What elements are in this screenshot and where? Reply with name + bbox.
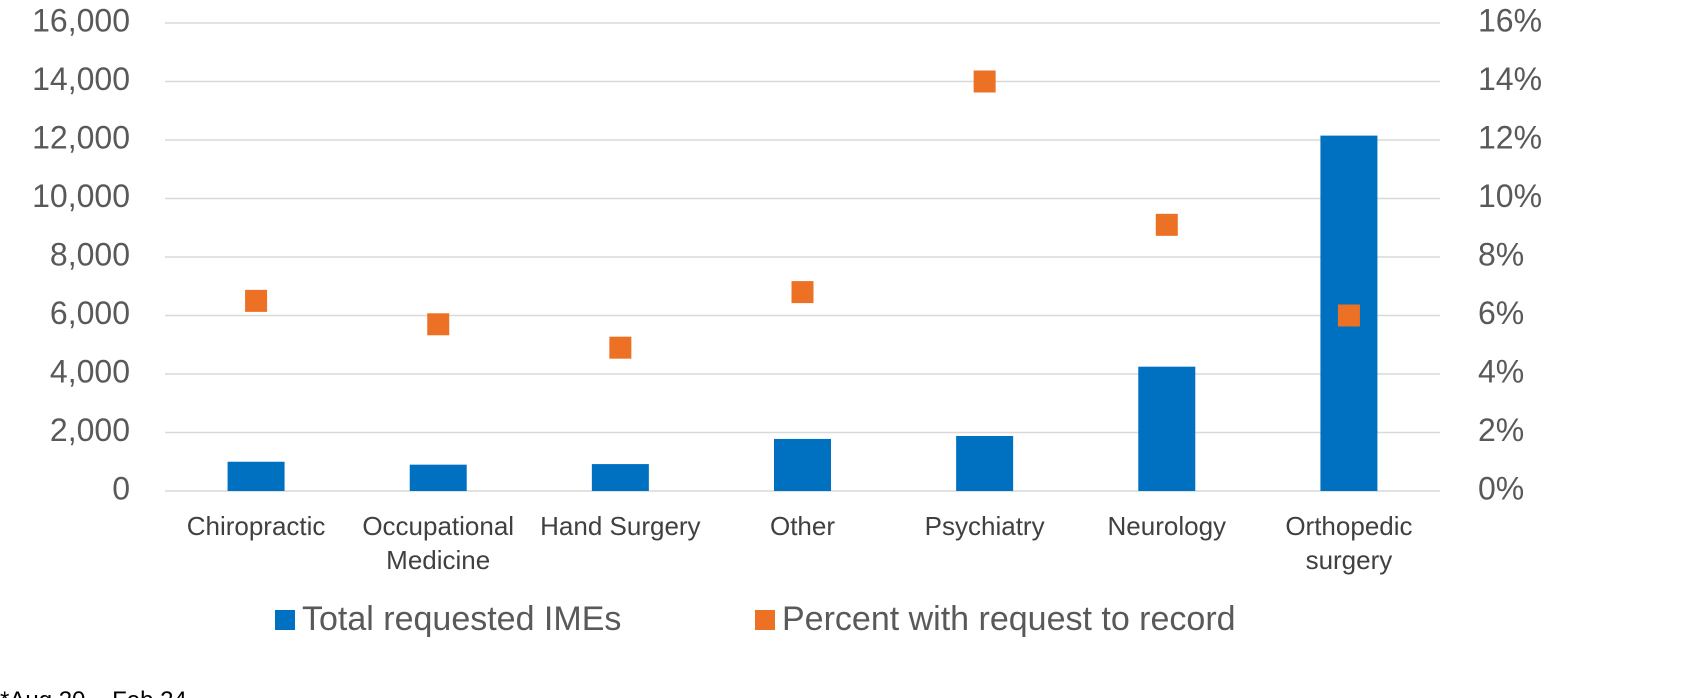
x-tick-label: Orthopedic surgery — [1285, 511, 1412, 575]
bar — [1138, 366, 1196, 491]
y2-tick-label: 4% — [1478, 353, 1524, 389]
y2-tick-label: 6% — [1478, 295, 1524, 331]
bar — [956, 436, 1014, 491]
x-tick-label: Hand Surgery — [540, 511, 700, 541]
legend-swatch — [755, 610, 775, 630]
y2-tick-label: 16% — [1478, 2, 1542, 38]
y-tick-label: 16,000 — [32, 2, 130, 38]
bar — [409, 464, 467, 491]
y-tick-label: 8,000 — [50, 236, 130, 272]
y-tick-label: 4,000 — [50, 353, 130, 389]
y2-tick-label: 8% — [1478, 236, 1524, 272]
x-tick-label: Other — [770, 511, 835, 541]
y-tick-label: 14,000 — [32, 61, 130, 97]
y-tick-label: 10,000 — [32, 178, 130, 214]
legend-label: Percent with request to record — [782, 600, 1236, 638]
marker — [245, 289, 268, 312]
bar — [591, 464, 649, 491]
marker — [1155, 213, 1178, 236]
legend-swatch — [275, 610, 295, 630]
y-tick-label: 2,000 — [50, 412, 130, 448]
marker — [973, 70, 996, 93]
y2-tick-label: 2% — [1478, 412, 1524, 448]
y-tick-label: 12,000 — [32, 119, 130, 155]
marker — [427, 313, 450, 336]
y-tick-label: 6,000 — [50, 295, 130, 331]
legend-label: Total requested IMEs — [302, 600, 621, 638]
marker — [609, 336, 632, 359]
marker — [1337, 304, 1360, 327]
x-tick-label: Chiropractic — [187, 511, 326, 541]
y2-tick-label: 14% — [1478, 61, 1542, 97]
y2-tick-label: 0% — [1478, 470, 1524, 506]
marker — [791, 281, 814, 304]
y2-tick-label: 12% — [1478, 119, 1542, 155]
footnote: *Aug 20 – Feb 24 — [0, 687, 187, 698]
bar — [227, 461, 285, 491]
x-tick-label: Neurology — [1108, 511, 1227, 541]
x-tick-label: Occupational Medicine — [362, 511, 514, 575]
x-tick-label: Psychiatry — [925, 511, 1045, 541]
y-tick-label: 0 — [112, 470, 130, 506]
y2-tick-label: 10% — [1478, 178, 1542, 214]
bar — [774, 438, 831, 491]
